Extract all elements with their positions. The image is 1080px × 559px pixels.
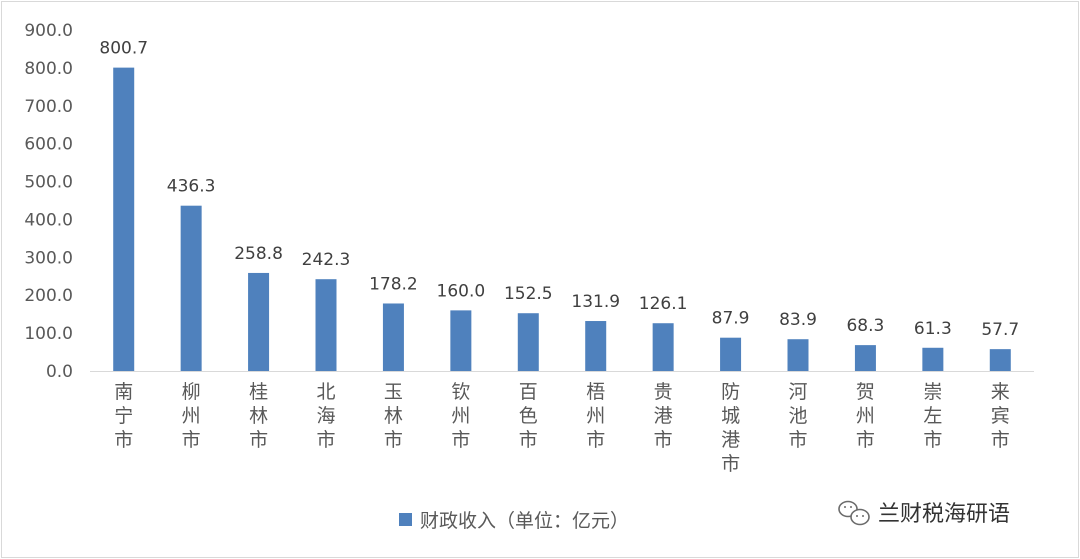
bars [113,67,1011,372]
legend-swatch [399,513,412,526]
bar [315,279,337,371]
category-label: 桂林市 [249,381,268,451]
legend: 财政收入（单位：亿元） [399,510,629,532]
data-label: 61.3 [914,319,952,339]
bar [248,272,270,371]
category-label: 北海市 [316,381,335,451]
category-label: 百色市 [519,381,538,451]
watermark-text: 兰财税海研语 [878,502,1010,527]
data-label: 160.0 [437,281,486,301]
data-label: 126.1 [639,294,688,314]
bar [922,347,944,371]
category-label: 贺州市 [856,381,875,451]
wechat-icon [838,500,870,526]
bar [382,303,404,371]
category-label: 崇左市 [923,381,942,451]
data-label: 152.5 [504,284,553,304]
category-label: 钦州市 [451,381,470,451]
y-tick-label: 700.0 [24,97,73,117]
bar [652,323,674,371]
y-tick-label: 900.0 [24,21,73,41]
bar [720,337,742,371]
y-tick-label: 0.0 [46,362,73,382]
bar [450,310,472,371]
bar [180,205,202,371]
data-labels: 800.7 436.3 258.8 242.3 178.2 160.0 152.5 131.9… [99,39,1019,341]
data-label: 178.2 [369,274,418,294]
bar [854,345,876,371]
category-label: 梧州市 [586,381,605,451]
data-label: 131.9 [571,292,620,312]
category-label: 贵港市 [654,381,673,451]
bar [113,67,135,372]
watermark: 兰财税海研语 [838,500,1010,527]
category-label: 来宾市 [991,381,1010,451]
data-label: 242.3 [302,250,351,270]
y-tick-label: 500.0 [24,173,73,193]
bar [787,339,809,371]
y-tick-label: 400.0 [24,210,73,230]
category-label: 防城港市 [721,381,740,475]
data-label: 258.8 [234,244,283,264]
data-label: 68.3 [846,316,884,336]
y-tick-label: 600.0 [24,135,73,155]
category-label: 玉林市 [384,381,403,451]
data-label: 800.7 [99,39,148,59]
y-tick-label: 200.0 [24,286,73,306]
bar [585,321,607,371]
y-tick-label: 300.0 [24,248,73,268]
category-label: 河池市 [788,381,807,451]
y-tick-label: 100.0 [24,324,73,344]
y-axis: 0.0 100.0 200.0 300.0 400.0 500.0 600.0 700.0 80… [24,21,73,382]
category-label: 南宁市 [114,381,133,451]
x-axis: 南宁市 柳州市 桂林市 北海市 玉林市 钦州市 百色市 梧州市 贵港市 防城港市 河池市 贺州市 崇左市… [114,381,1010,475]
data-label: 436.3 [167,177,216,197]
bar [989,349,1011,371]
category-label: 柳州市 [182,381,201,451]
data-label: 57.7 [981,320,1019,340]
data-label: 87.9 [712,309,750,329]
bar [517,313,539,371]
legend-label: 财政收入（单位：亿元） [420,510,629,532]
data-label: 83.9 [779,310,817,330]
y-tick-label: 800.0 [24,59,73,79]
